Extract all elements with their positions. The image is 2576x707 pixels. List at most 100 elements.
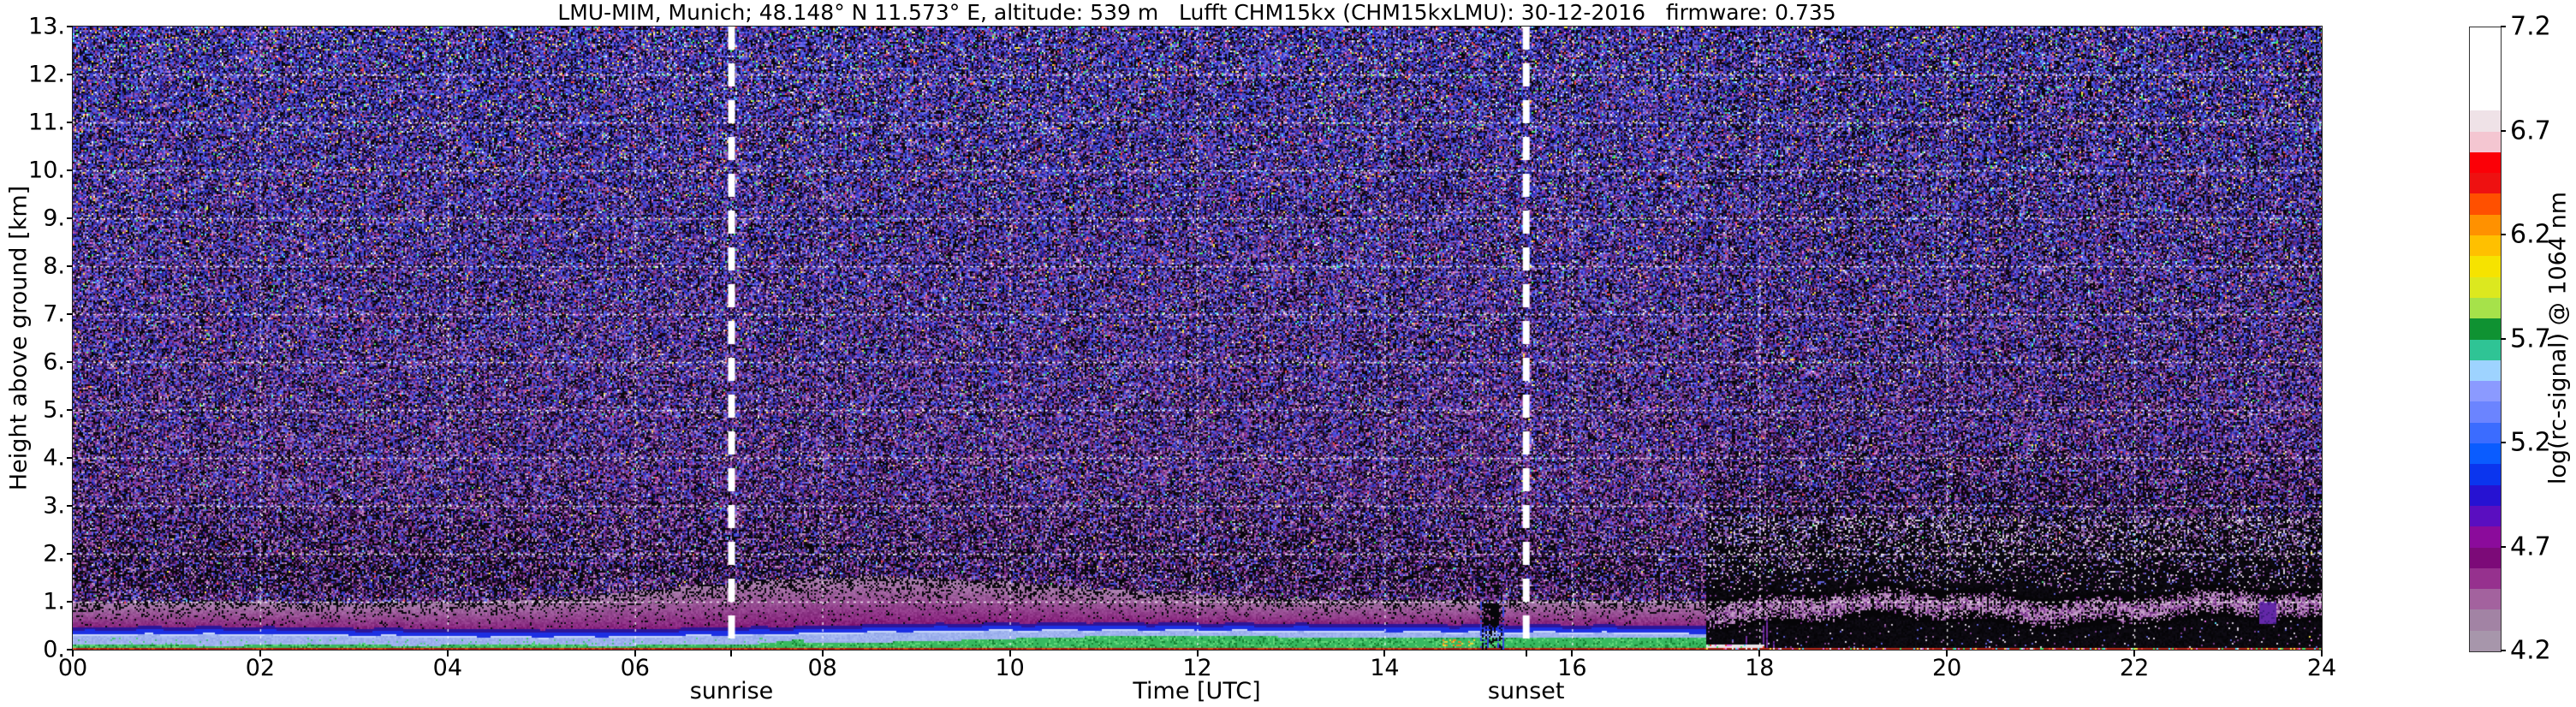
colorbar-tick-label: 6.7: [2510, 116, 2551, 146]
colorbar-step: [2470, 484, 2501, 506]
x-tick-label: 24: [2306, 655, 2337, 681]
chart-title: LMU-MIM, Munich; 48.148° N 11.573° E, al…: [557, 0, 1836, 25]
x-tick-mark: [1196, 651, 1199, 656]
x-tick-mark: [1008, 651, 1011, 656]
y-tick-mark: [67, 553, 73, 555]
y-tick-label: 5.: [43, 396, 65, 424]
colorbar-step: [2470, 505, 2501, 527]
colorbar-tick-label: 4.7: [2510, 532, 2551, 561]
colorbar-tick-mark: [2501, 650, 2506, 651]
sun-tick-mark: [730, 651, 733, 656]
x-tick-label: 10: [995, 655, 1025, 681]
colorbar-step: [2470, 526, 2501, 548]
y-tick-mark: [67, 265, 73, 267]
colorbar-label: log(rc-signal) @ 1064 nm: [2544, 191, 2572, 485]
colorbar-tick-label: 5.2: [2510, 427, 2551, 458]
y-tick-label: 2.: [43, 540, 65, 567]
colorbar-step: [2470, 630, 2501, 651]
y-tick-label: 13.: [28, 13, 65, 40]
colorbar-step: [2470, 68, 2501, 90]
sunrise-annotation-label: sunrise: [689, 678, 774, 704]
colorbar-step: [2470, 110, 2501, 132]
colorbar-tick-label: 6.2: [2510, 219, 2551, 250]
colorbar-step: [2470, 318, 2501, 340]
y-tick-mark: [67, 122, 73, 123]
colorbar-step: [2470, 589, 2501, 610]
colorbar-tick-label: 7.2: [2510, 11, 2551, 42]
y-tick-mark: [67, 505, 73, 507]
y-tick-label: 8.: [43, 253, 65, 280]
x-tick-label: 20: [1931, 655, 1962, 681]
x-tick-mark: [2133, 651, 2136, 656]
y-tick-mark: [67, 217, 73, 219]
colorbar-tick-mark: [2501, 129, 2506, 132]
colorbar-step: [2470, 276, 2501, 298]
x-tick-mark: [821, 651, 824, 656]
y-tick-mark: [67, 601, 73, 603]
y-tick-label: 9.: [43, 205, 65, 232]
colorbar-step: [2470, 27, 2501, 49]
y-tick-label: 10.: [28, 157, 65, 184]
colorbar-step: [2470, 297, 2501, 319]
x-tick-label: 18: [1745, 655, 1775, 681]
colorbar-tick-mark: [2501, 337, 2506, 340]
x-tick-label: 14: [1370, 655, 1400, 681]
y-tick-mark: [67, 169, 73, 171]
colorbar-step: [2470, 256, 2501, 277]
x-tick-mark: [446, 651, 449, 656]
colorbar-step: [2470, 547, 2501, 568]
colorbar-tick-mark: [2501, 234, 2506, 235]
y-axis-label: Height above ground [km]: [5, 185, 33, 491]
y-tick-label: 1.: [43, 588, 65, 615]
colorbar-step: [2470, 235, 2501, 257]
y-tick-mark: [67, 313, 73, 315]
colorbar-step: [2470, 48, 2501, 69]
colorbar-step: [2470, 339, 2501, 360]
plot-area: [72, 26, 2323, 651]
y-tick-label: 12.: [28, 61, 65, 88]
colorbar-step: [2470, 464, 2501, 485]
x-tick-label: 12: [1182, 655, 1212, 681]
colorbar-step: [2470, 443, 2501, 465]
x-tick-label: 16: [1557, 655, 1587, 681]
x-tick-mark: [1758, 651, 1761, 656]
colorbar-step: [2470, 173, 2501, 194]
x-tick-label: 08: [807, 655, 837, 681]
y-tick-mark: [67, 409, 73, 411]
x-tick-mark: [259, 651, 261, 656]
x-tick-label: 02: [245, 655, 276, 681]
colorbar-step: [2470, 214, 2501, 236]
colorbar-tick-label: 5.7: [2510, 324, 2551, 354]
heatmap-canvas: [73, 27, 2322, 650]
colorbar-step: [2470, 359, 2501, 382]
colorbar-step: [2470, 193, 2501, 215]
colorbar-step: [2470, 381, 2501, 402]
x-tick-label: 04: [432, 655, 463, 681]
colorbar-step: [2470, 131, 2501, 152]
y-tick-label: 3.: [43, 492, 65, 520]
y-tick-label: 4.: [43, 444, 65, 472]
x-axis-label: Time [UTC]: [1133, 678, 1261, 704]
y-tick-mark: [67, 649, 73, 651]
x-tick-label: 00: [57, 655, 88, 681]
y-tick-mark: [67, 74, 73, 75]
sunset-annotation-label: sunset: [1487, 678, 1565, 704]
colorbar-step: [2470, 422, 2501, 444]
sun-tick-mark: [1525, 651, 1527, 656]
colorbar-tick-mark: [2501, 545, 2506, 548]
x-tick-mark: [634, 651, 636, 656]
y-tick-label: 7.: [43, 300, 65, 328]
colorbar-step: [2470, 609, 2501, 631]
y-tick-mark: [67, 457, 73, 459]
colorbar-step: [2470, 152, 2501, 174]
x-tick-mark: [1383, 651, 1386, 656]
x-tick-mark: [2321, 651, 2323, 656]
y-tick-mark: [67, 26, 73, 27]
x-tick-label: 22: [2119, 655, 2150, 681]
y-tick-label: 11.: [28, 109, 65, 136]
colorbar-tick-label: 4.2: [2510, 635, 2551, 666]
y-tick-label: 6.: [43, 348, 65, 376]
colorbar-step: [2470, 89, 2501, 111]
colorbar-tick-mark: [2501, 26, 2506, 27]
colorbar: [2469, 27, 2502, 652]
